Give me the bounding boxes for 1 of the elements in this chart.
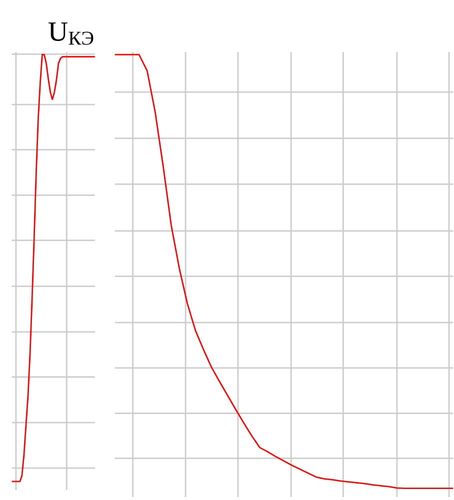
chart-title: U$_{КЭ}$ [48, 22, 94, 45]
